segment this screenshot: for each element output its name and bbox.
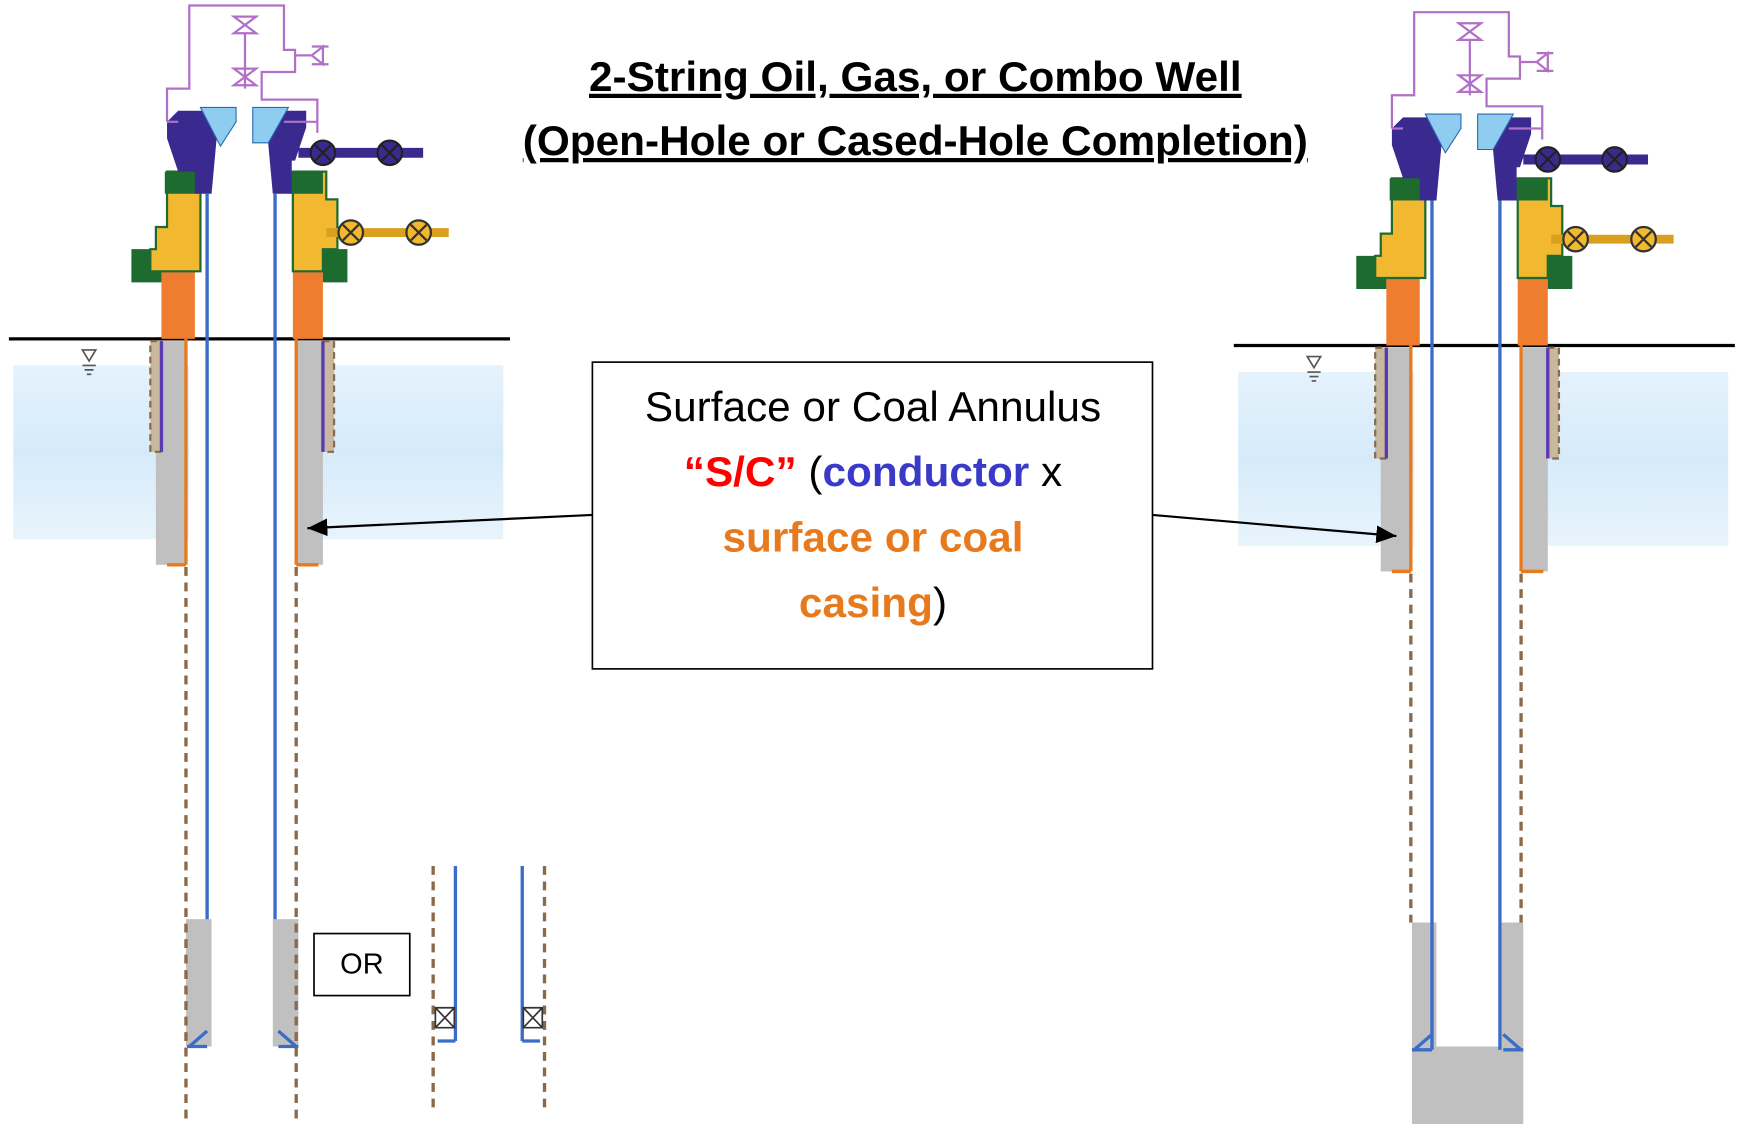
callout-text: “S/C”	[684, 448, 797, 495]
diagram: OR 2-String Oil, Gas, or Combo Well (Ope…	[0, 0, 1746, 1134]
callout-line: Surface or Coal Annulus	[645, 383, 1101, 430]
callout-text: )	[933, 579, 947, 626]
callout-line: casing)	[799, 579, 947, 626]
title-line: (Open-Hole or Cased-Hole Completion)	[523, 117, 1308, 164]
or-label: OR	[340, 948, 383, 980]
callout-line: surface or coal	[723, 514, 1024, 561]
title-line: 2-String Oil, Gas, or Combo Well	[589, 53, 1242, 100]
callout-text: surface or coal	[723, 514, 1024, 561]
right-well	[1234, 12, 1735, 1124]
callout-line: “S/C” (conductor x	[684, 448, 1062, 495]
packer-option: OR	[314, 866, 544, 1113]
callout-text: (	[797, 448, 823, 495]
callout-text: Surface or Coal Annulus	[645, 383, 1101, 430]
callout-text: casing	[799, 579, 933, 626]
callout-text: x	[1029, 448, 1062, 495]
callout-text: conductor	[822, 448, 1029, 495]
